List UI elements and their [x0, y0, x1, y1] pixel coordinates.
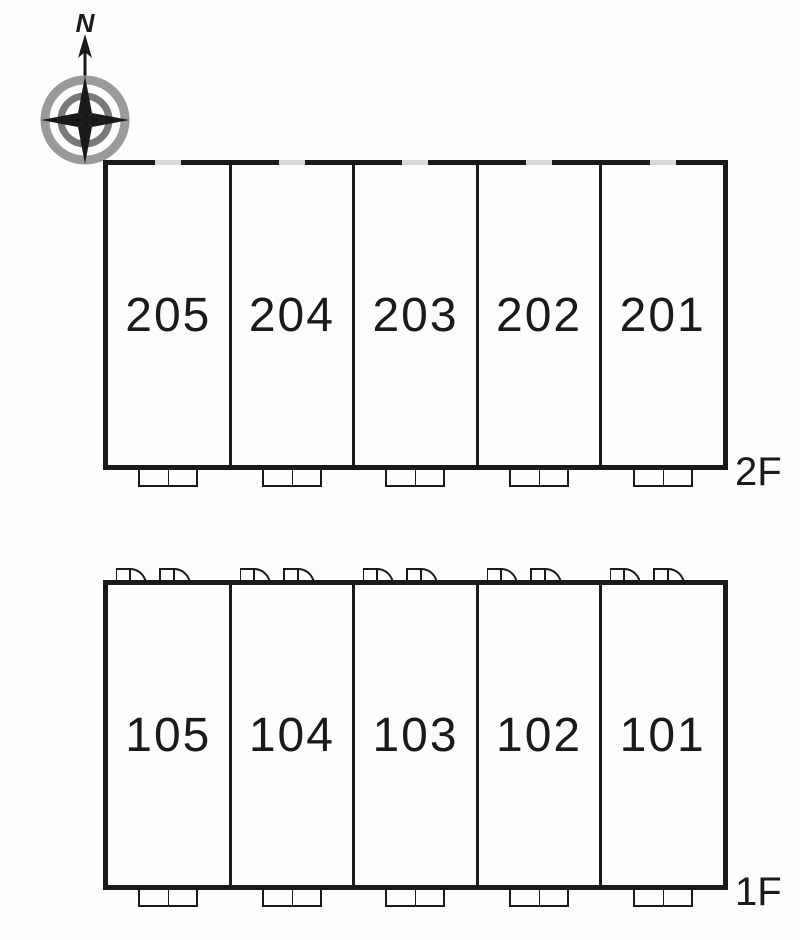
- compass: N: [20, 10, 150, 180]
- floorplan-canvas: N 205 204 203: [0, 0, 800, 940]
- floor-2f: 205 204 203 202 201: [103, 160, 728, 470]
- window-notch: [524, 160, 554, 165]
- unit-label: 205: [125, 288, 211, 343]
- balcony: [633, 890, 693, 907]
- unit-label: 101: [620, 708, 706, 763]
- compass-north-label: N: [76, 10, 96, 38]
- unit-203: 203: [355, 165, 479, 465]
- balcony: [385, 470, 445, 487]
- door-icon: [610, 557, 710, 585]
- window-notch: [400, 160, 430, 165]
- balcony: [138, 890, 198, 907]
- balcony: [509, 470, 569, 487]
- window-notch: [648, 160, 678, 165]
- unit-105: 105: [108, 585, 232, 885]
- balcony: [633, 470, 693, 487]
- unit-label: 105: [125, 708, 211, 763]
- unit-label: 201: [620, 288, 706, 343]
- unit-102: 102: [479, 585, 603, 885]
- unit-201: 201: [602, 165, 723, 465]
- balcony: [138, 470, 198, 487]
- unit-205: 205: [108, 165, 232, 465]
- unit-label: 104: [249, 708, 335, 763]
- balcony: [262, 470, 322, 487]
- unit-label: 103: [372, 708, 458, 763]
- door-icon: [363, 557, 463, 585]
- door-icon: [116, 557, 216, 585]
- unit-label: 102: [496, 708, 582, 763]
- balcony: [509, 890, 569, 907]
- unit-103: 103: [355, 585, 479, 885]
- unit-label: 203: [372, 288, 458, 343]
- door-icon: [240, 557, 340, 585]
- unit-204: 204: [232, 165, 356, 465]
- door-icon: [487, 557, 587, 585]
- unit-104: 104: [232, 585, 356, 885]
- window-notch: [277, 160, 307, 165]
- floor-label-2f: 2F: [735, 450, 782, 495]
- floor-1f: 105 104: [103, 580, 728, 890]
- unit-101: 101: [602, 585, 723, 885]
- window-notch: [153, 160, 183, 165]
- unit-label: 204: [249, 288, 335, 343]
- balcony: [262, 890, 322, 907]
- balcony: [385, 890, 445, 907]
- floor-label-1f: 1F: [735, 870, 782, 915]
- unit-label: 202: [496, 288, 582, 343]
- unit-202: 202: [479, 165, 603, 465]
